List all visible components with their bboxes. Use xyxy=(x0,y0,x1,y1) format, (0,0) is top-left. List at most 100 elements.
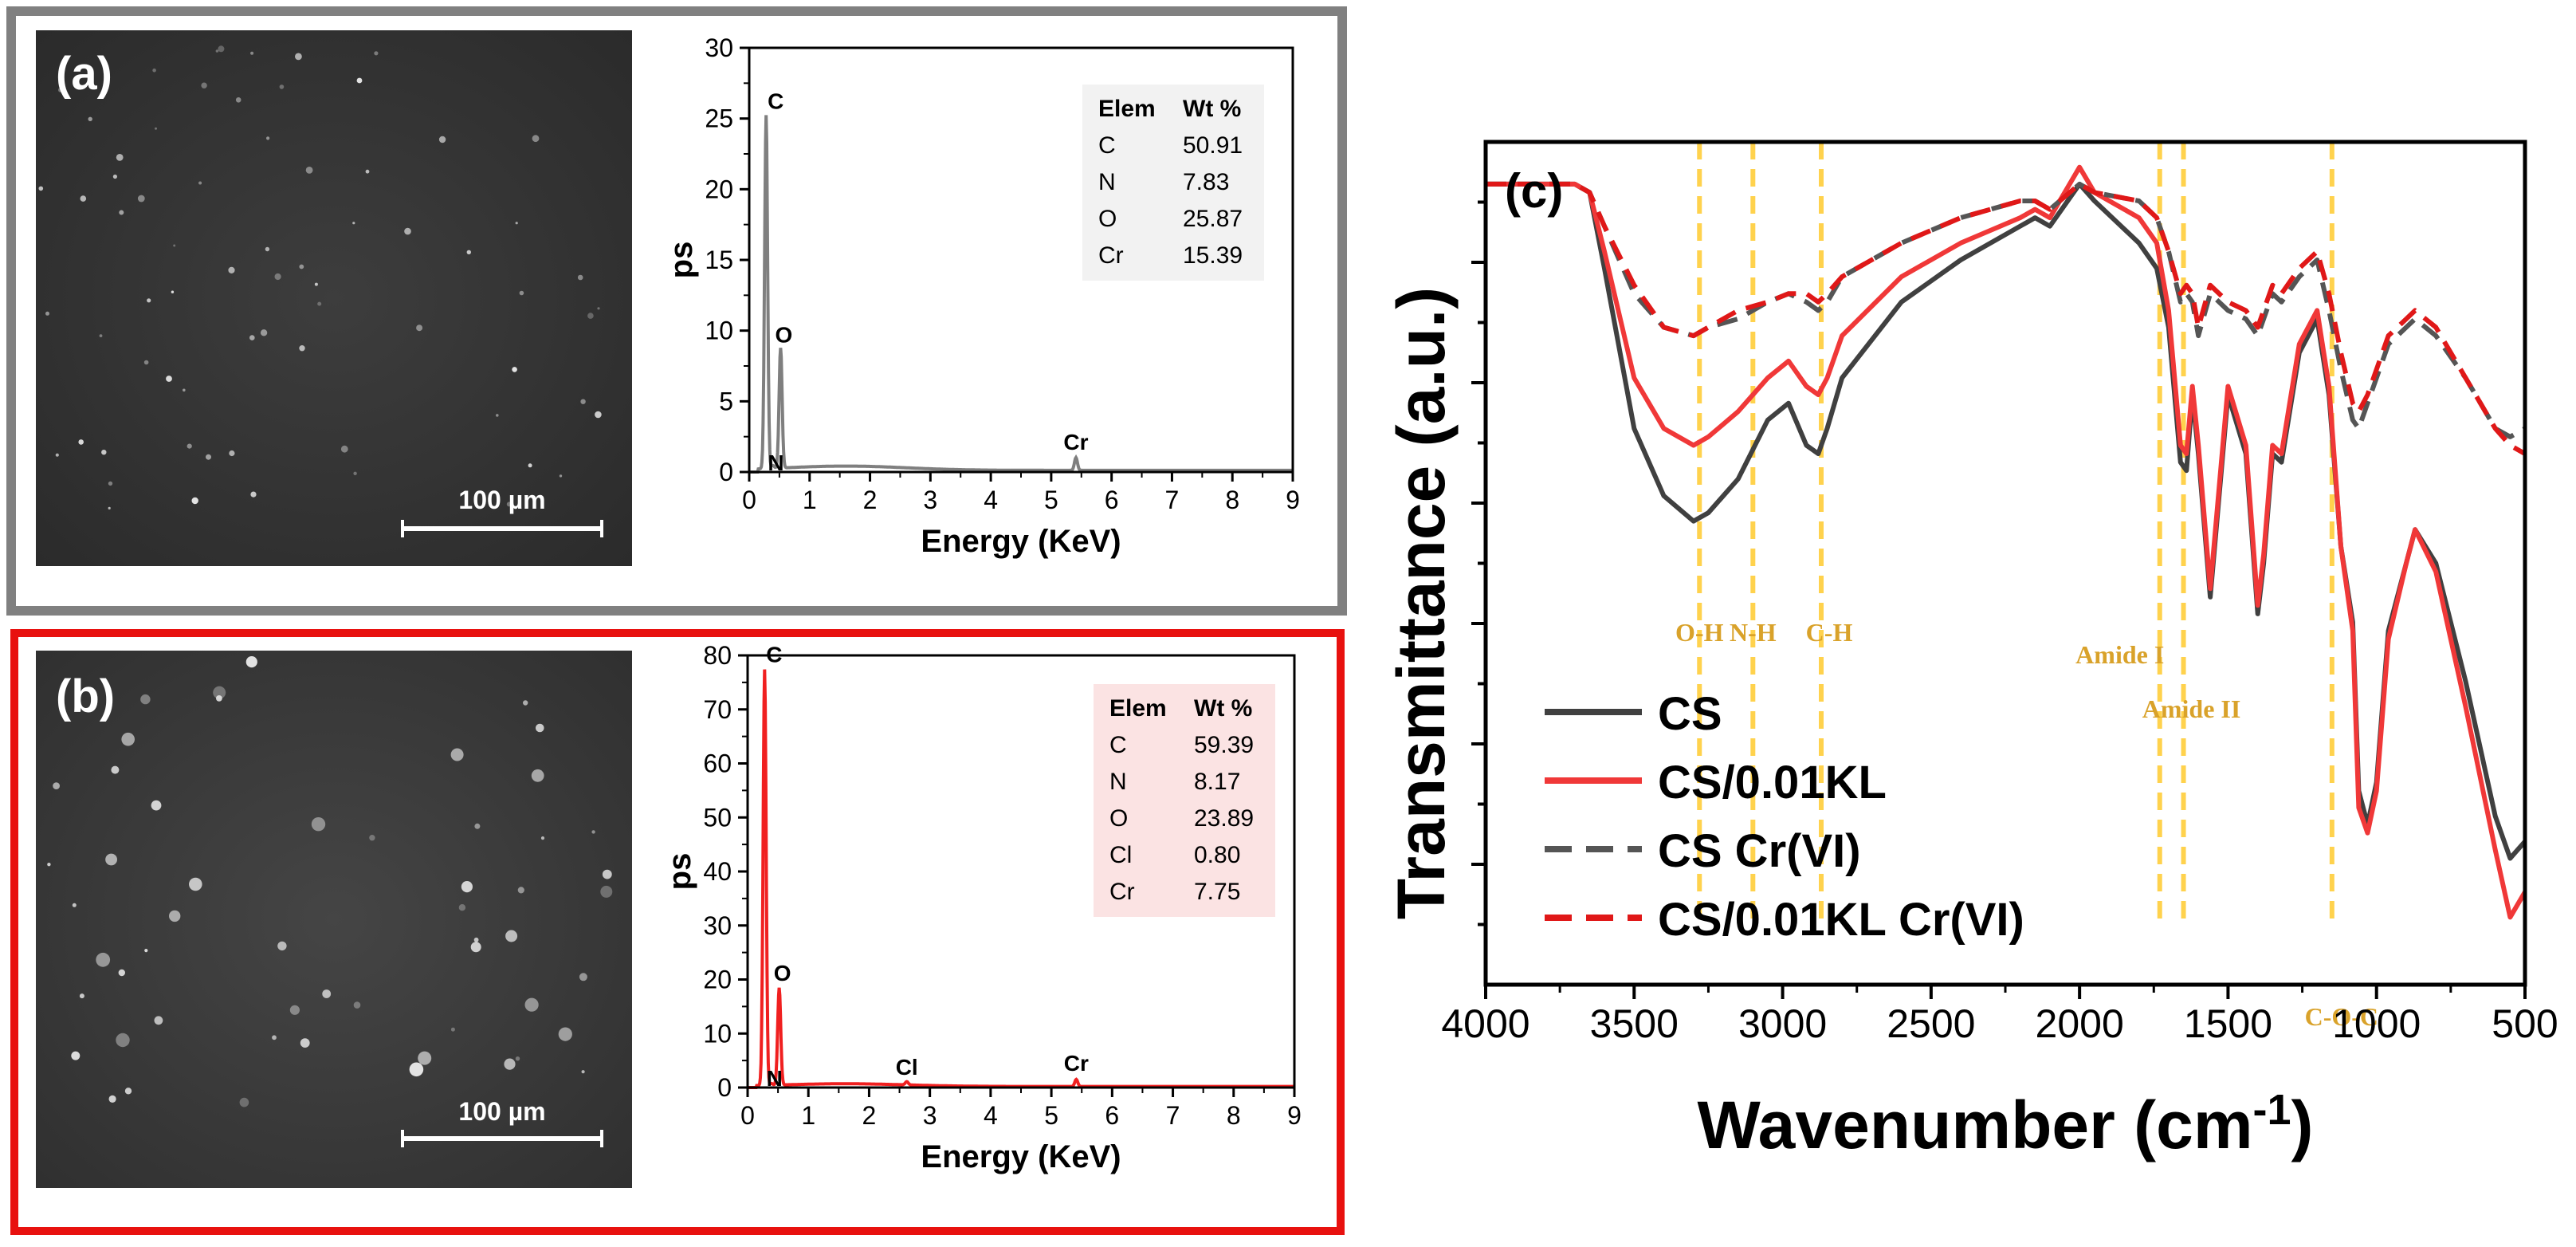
eds-table-value: 59.39 xyxy=(1194,732,1254,758)
ftir-x-tick-label: 1500 xyxy=(2184,1001,2272,1046)
sem-particle xyxy=(580,399,586,404)
sem-particle xyxy=(504,1058,516,1070)
sem-particle xyxy=(418,1051,432,1065)
panel-a: 100 µm (a) 0 1 2 3 4 5 6 7 8 9 0 5 10 15 20 25 30 Energy … xyxy=(6,6,1347,616)
ftir-y-axis-label: Transmittance (a.u.) xyxy=(1384,287,1459,920)
eds-y-tick-label: 20 xyxy=(705,175,733,203)
sem-particle xyxy=(249,335,255,340)
eds-x-axis-label: Energy (KeV) xyxy=(921,524,1121,559)
sem-particle xyxy=(515,222,518,225)
eds-y-tick-label: 30 xyxy=(705,33,733,62)
sem-particle xyxy=(101,450,107,455)
eds-table-value: 8.17 xyxy=(1194,769,1240,795)
sem-particle xyxy=(96,952,111,967)
ftir-annotation-label: Amide II xyxy=(2142,694,2241,723)
sem-particle xyxy=(45,311,49,316)
sem-particle xyxy=(536,723,544,733)
eds-table-element: Cr xyxy=(1098,242,1124,269)
sem-particle xyxy=(369,835,375,841)
eds-table-element: O xyxy=(1109,805,1128,832)
sem-particle xyxy=(121,732,135,746)
sem-particle xyxy=(151,800,162,811)
scale-bar-label-b: 100 µm xyxy=(458,1097,545,1126)
eds-peak-label: N xyxy=(768,450,783,475)
sem-particle xyxy=(473,937,479,942)
sem-particle xyxy=(116,1033,130,1048)
sem-particle xyxy=(450,1027,455,1032)
sem-particle xyxy=(517,887,524,894)
sem-particle xyxy=(299,264,304,269)
sem-particle xyxy=(198,181,202,185)
sem-particle xyxy=(228,266,235,273)
eds-x-tick-label: 8 xyxy=(1225,486,1239,514)
sem-particle xyxy=(524,997,539,1012)
ftir-annotation-label: Amide I xyxy=(2075,640,2164,669)
sem-particle xyxy=(531,769,544,782)
eds-table-header: Wt % xyxy=(1194,695,1252,722)
sem-particle xyxy=(300,1038,310,1048)
sem-particle xyxy=(519,290,524,296)
sem-particle xyxy=(47,863,51,867)
eds-x-tick-label: 5 xyxy=(1044,486,1058,514)
eds-table-background xyxy=(1094,684,1275,917)
eds-x-tick-label: 1 xyxy=(803,486,817,514)
eds-y-tick-label: 70 xyxy=(703,695,732,724)
sem-particle xyxy=(461,881,473,893)
sem-image-a: 100 µm xyxy=(36,30,632,566)
ftir-x-tick-label: 4000 xyxy=(1441,1001,1530,1046)
eds-composition-table: Elem Wt % C 50.91 N 7.83 O 25.87 Cr 15.39 xyxy=(1082,85,1264,281)
sem-particle xyxy=(515,1056,520,1061)
eds-x-tick-label: 7 xyxy=(1165,486,1180,514)
sem-particle xyxy=(466,250,471,254)
sem-particle xyxy=(79,993,84,999)
eds-peak-label: O xyxy=(774,961,791,985)
eds-chart-b: 0 1 2 3 4 5 6 7 8 9 0 10 20 30 40 50 60 70 80 Energy (KeV) p… xyxy=(662,641,1302,1174)
sem-particle xyxy=(173,244,176,247)
eds-peak-label: C xyxy=(768,89,783,114)
eds-peak-label: Cr xyxy=(1064,1051,1089,1076)
sem-particle xyxy=(108,1095,116,1103)
sem-particle xyxy=(38,186,44,191)
sem-particle xyxy=(523,700,528,706)
sem-image-b: 100 µm xyxy=(36,651,632,1188)
eds-composition-table: Elem Wt % C 59.39 N 8.17 O 23.89 Cl 0.80 Cr 7.75 xyxy=(1094,684,1275,917)
sem-particle xyxy=(152,68,156,73)
eds-y-tick-label: 10 xyxy=(705,317,733,345)
eds-table-value: 7.83 xyxy=(1183,169,1229,195)
eds-y-tick-label: 15 xyxy=(705,246,733,274)
sem-particle xyxy=(140,694,151,705)
eds-y-axis-label: ps xyxy=(664,242,699,279)
sem-particle xyxy=(111,765,120,774)
sem-particle xyxy=(260,329,268,336)
sem-particle xyxy=(409,1062,424,1077)
sem-particle xyxy=(496,414,499,417)
sem-particle xyxy=(147,298,151,303)
sem-particle xyxy=(299,345,305,352)
eds-table-value: 7.75 xyxy=(1194,879,1240,905)
ftir-x-tick-label: 1000 xyxy=(2332,1001,2421,1046)
eds-peak-label: Cr xyxy=(1063,430,1088,454)
panel-a-frame xyxy=(6,6,1347,616)
ftir-chart: O-H N-H C-H Amide I Amide II C-O-C 4000 3500 300… xyxy=(1384,140,2558,1162)
eds-y-tick-label: 10 xyxy=(703,1019,732,1048)
sem-particle xyxy=(595,411,602,419)
panel-label-a: (a) xyxy=(56,48,112,100)
eds-y-tick-label: 50 xyxy=(703,803,732,832)
sem-particle xyxy=(183,388,186,392)
sem-particle xyxy=(105,853,118,866)
sem-particle xyxy=(352,222,355,225)
sem-particle xyxy=(250,51,254,55)
panel-label-c: (c) xyxy=(1505,164,1563,218)
sem-particle xyxy=(365,169,370,174)
eds-y-tick-label: 20 xyxy=(703,966,732,994)
sem-particle xyxy=(112,174,117,179)
sem-particle xyxy=(215,49,219,53)
sem-particle xyxy=(274,273,281,281)
eds-x-tick-label: 1 xyxy=(801,1101,815,1130)
sem-particle xyxy=(235,97,242,103)
sem-particle xyxy=(581,1070,585,1074)
sem-particle xyxy=(404,227,411,235)
sem-particle xyxy=(265,246,270,252)
sem-particle xyxy=(266,136,270,140)
